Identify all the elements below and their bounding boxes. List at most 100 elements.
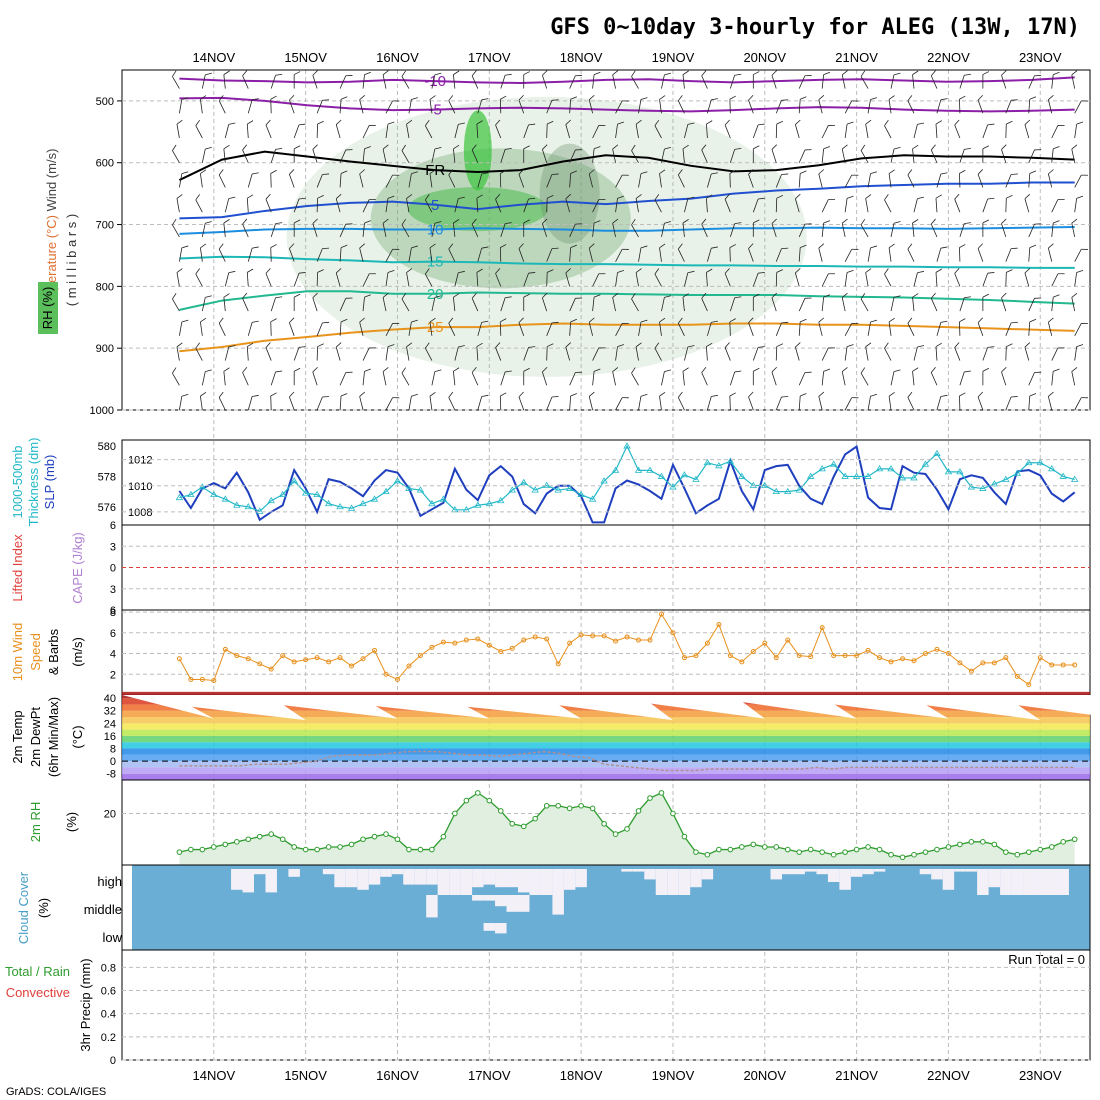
wind-barb-flag [588, 95, 595, 100]
wind-barb-flag [565, 193, 572, 200]
wind-barb-flag [500, 95, 507, 100]
temperature-band [122, 710, 1090, 718]
wind-barb-staff [865, 272, 869, 287]
wind-barb [454, 270, 465, 287]
wind-barb-flag [1001, 292, 1007, 299]
wind-barb-flag [547, 120, 554, 125]
wind-barb-staff [406, 124, 410, 139]
wind-barb [518, 169, 525, 188]
wind-barb-flag [312, 144, 318, 150]
wind10-marker [991, 660, 997, 666]
wind-barb-staff [1071, 148, 1076, 163]
wind-barb-flag [1057, 347, 1065, 349]
wind-barb [729, 370, 742, 386]
wind-barb [523, 293, 530, 312]
wind-barb-flag [917, 270, 925, 274]
wind-barb [1024, 342, 1031, 361]
cloud-clear-bar [1057, 869, 1069, 895]
cloud-clear-bar [804, 869, 817, 872]
wind-barb-flag [200, 95, 207, 100]
wind-barb-staff [821, 74, 825, 89]
wind-barb-flag [851, 174, 859, 176]
wind-barb-staff [408, 396, 412, 411]
wind-barb-staff [1051, 199, 1059, 213]
wind-barb [247, 394, 259, 411]
wind-barb [775, 99, 789, 114]
wind-barb-flag [181, 393, 189, 397]
wind-barb-staff [246, 346, 249, 361]
wind10-marker [613, 638, 619, 644]
wind-barb [907, 391, 915, 411]
wind-barb-flag [893, 72, 901, 76]
wind-barb-staff [339, 372, 347, 386]
wind-barb-staff [707, 396, 712, 411]
wind-barb [1005, 321, 1018, 336]
wind-barb-staff [865, 124, 869, 139]
wind-barb-staff [471, 149, 479, 163]
wind-barb-flag [640, 171, 648, 175]
wind-barb [1074, 323, 1088, 337]
wind-barb [977, 317, 984, 336]
wind-barb-flag [781, 396, 789, 398]
wind-barb [223, 144, 230, 163]
wind-barb-staff [429, 396, 433, 411]
wind-barb-staff [518, 99, 525, 114]
rh2m-marker [704, 851, 711, 858]
wind-barb-staff [890, 223, 895, 237]
wind-barb-flag [1034, 223, 1042, 225]
wind-barb [293, 145, 301, 163]
wind-barb [615, 344, 625, 361]
wind-barb [798, 149, 812, 163]
rh2m-marker [543, 802, 550, 809]
wind-barb-flag [340, 318, 348, 323]
wind-barb-staff [477, 396, 483, 411]
wind-barb-staff [424, 125, 433, 139]
cloud-clear-bar [1034, 869, 1046, 895]
wind-barb-staff [635, 272, 639, 287]
wind-barb [523, 367, 530, 386]
wind-barb [775, 247, 789, 262]
wind-barb-staff [907, 397, 915, 411]
wind-barb [429, 392, 436, 411]
wind-barb [752, 272, 765, 287]
wind-barb-flag [935, 342, 942, 347]
wind-barb [172, 367, 180, 386]
wind10-marker [291, 659, 297, 665]
wind-barb-flag [982, 367, 990, 372]
wind-barb-staff [546, 174, 553, 188]
wind-barb-flag [677, 243, 683, 250]
wind-barb-flag [598, 199, 606, 200]
wind-barb [424, 342, 433, 361]
wind-barb-staff [677, 248, 685, 262]
wind10-marker [211, 677, 217, 683]
wind-barb-staff [429, 321, 433, 336]
wind-barb-staff [954, 199, 961, 213]
cloud-clear-bar [552, 895, 564, 915]
rh2m-marker [761, 844, 768, 850]
thickness-marker [864, 472, 872, 479]
thickness-marker [990, 480, 999, 487]
wind-barb [1051, 368, 1060, 386]
cloud-clear-bar [242, 869, 254, 893]
wind-barb-flag [818, 243, 825, 249]
wind-barb-flag [748, 94, 754, 101]
wind-barb-flag [293, 145, 301, 150]
wind-barb [1028, 318, 1037, 336]
wind-barb-staff [565, 346, 571, 361]
wind10-marker [486, 642, 492, 648]
wind-barb-staff [201, 148, 206, 163]
wind-barb-flag [247, 268, 254, 273]
wind-barb [1074, 397, 1088, 411]
wind-barb [729, 318, 736, 336]
wind-barb-staff [752, 273, 759, 287]
wind-barb-staff [172, 298, 180, 312]
wind-barb [499, 318, 507, 336]
wind-barb-staff [1024, 124, 1030, 139]
wind-barb-flag [359, 317, 366, 323]
wind-barb [707, 172, 718, 188]
wind-barb-flag [888, 169, 895, 174]
wind-barb-staff [1028, 173, 1031, 188]
wind-barb-staff [1005, 396, 1012, 411]
wind-barb-flag [758, 272, 765, 274]
wind-barb-flag [771, 144, 777, 150]
